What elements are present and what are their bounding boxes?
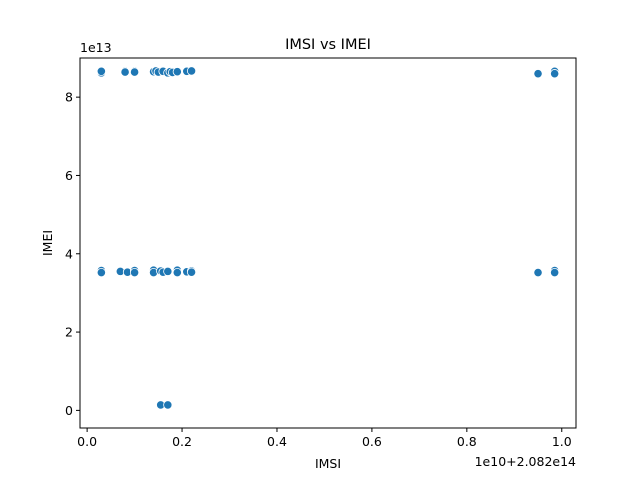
x-tick-label: 0.4 bbox=[267, 434, 287, 449]
y-tick-label: 0 bbox=[65, 403, 73, 418]
data-point bbox=[96, 267, 106, 278]
y-tick-label: 6 bbox=[65, 168, 73, 183]
y-tick-label: 8 bbox=[65, 90, 73, 105]
y-tick-label: 4 bbox=[65, 246, 73, 261]
data-point bbox=[550, 69, 560, 79]
chart-title: IMSI vs IMEI bbox=[285, 37, 371, 53]
y-axis-label: IMEI bbox=[40, 230, 55, 256]
data-point bbox=[186, 267, 197, 277]
data-point bbox=[163, 266, 173, 276]
data-point bbox=[172, 67, 182, 77]
plot-frame bbox=[79, 57, 577, 429]
x-tick-label: 0.8 bbox=[457, 434, 477, 449]
data-points bbox=[96, 66, 560, 410]
y-axis-ticks: 0 2 4 6 8 bbox=[65, 90, 80, 418]
x-tick-label: 0.6 bbox=[362, 434, 382, 449]
data-point bbox=[533, 69, 543, 79]
plot-area bbox=[79, 57, 577, 429]
x-axis-label: IMSI bbox=[315, 456, 341, 471]
x-axis-offset-label: 1e10+2.082e14 bbox=[475, 454, 576, 469]
data-point bbox=[120, 67, 130, 77]
x-tick-label: 0.0 bbox=[77, 434, 97, 449]
data-point bbox=[129, 67, 140, 77]
data-point bbox=[533, 267, 543, 278]
data-point bbox=[129, 267, 140, 278]
y-axis-offset-label: 1e13 bbox=[80, 40, 112, 55]
data-point bbox=[96, 66, 106, 76]
y-tick-label: 2 bbox=[65, 325, 73, 340]
data-point bbox=[186, 66, 197, 76]
x-tick-label: 1.0 bbox=[552, 434, 572, 449]
data-point bbox=[172, 267, 182, 278]
data-point bbox=[550, 267, 560, 278]
data-point bbox=[163, 400, 173, 410]
x-tick-label: 0.2 bbox=[172, 434, 192, 449]
x-axis-ticks: 0.0 0.2 0.4 0.6 0.8 1.0 bbox=[77, 428, 572, 449]
